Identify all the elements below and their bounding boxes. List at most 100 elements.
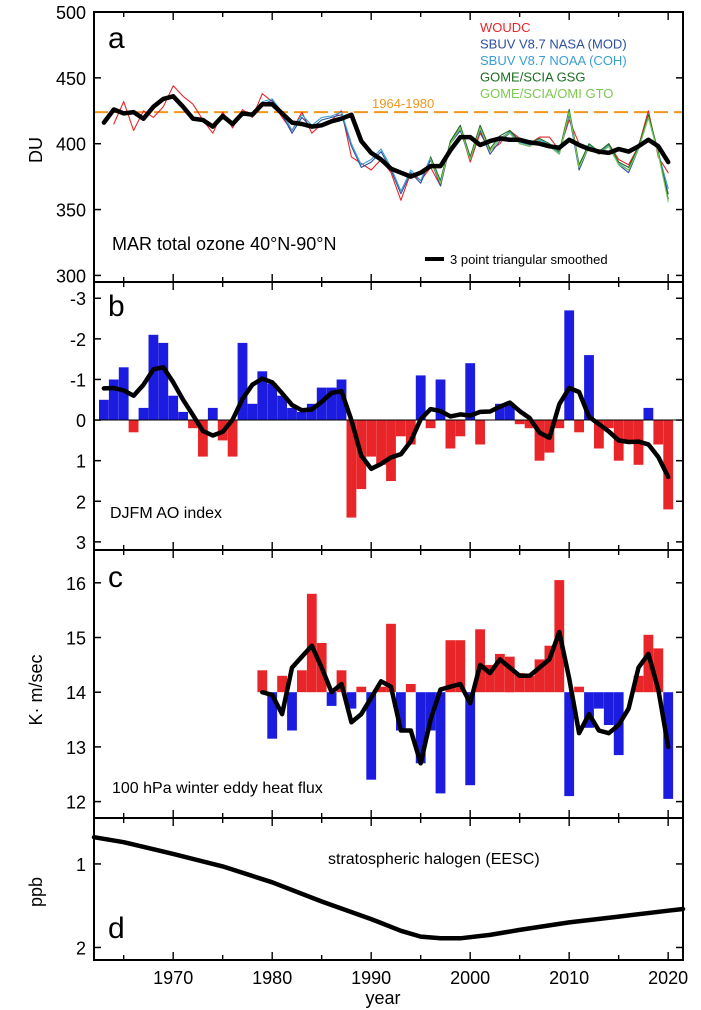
bar [188, 420, 198, 429]
bar [168, 395, 179, 421]
bar [504, 656, 515, 693]
bar [158, 342, 169, 421]
bar [405, 420, 416, 445]
panel-d-ylabel: ppb [26, 877, 46, 907]
bar [584, 692, 594, 728]
x-tick-label: 1980 [252, 968, 292, 988]
bar [514, 420, 525, 425]
x-axis-label: year [365, 988, 400, 1008]
bar [584, 355, 594, 421]
bar [425, 692, 436, 731]
bar [574, 686, 584, 693]
bar [306, 403, 317, 420]
y-tick-label-a: 300 [56, 266, 86, 286]
bar [465, 692, 476, 786]
series-line [430, 108, 669, 200]
y-tick-label-c: 12 [66, 793, 86, 813]
bar [455, 420, 466, 437]
bar [366, 420, 377, 457]
panel-a-smooth-legend-label: 3 point triangular smoothed [450, 252, 608, 267]
bar [415, 692, 426, 764]
panel-a-ylabel: DU [26, 137, 46, 163]
bar [287, 407, 297, 421]
bar [297, 411, 307, 420]
bar [336, 379, 347, 421]
y-tick-label-c: 16 [66, 574, 86, 594]
bar [257, 670, 268, 693]
bar [396, 420, 406, 437]
bar [287, 692, 297, 731]
panel-c-letter: c [108, 561, 123, 594]
bar [207, 407, 218, 421]
y-tick-label-b: 2 [76, 492, 86, 512]
y-tick-label-c: 14 [66, 683, 86, 703]
y-tick-label-b: 0 [76, 411, 86, 431]
panel-d-letter: d [108, 912, 125, 945]
bar [445, 640, 456, 693]
bar [326, 692, 337, 706]
bar [237, 342, 248, 421]
bar [247, 403, 258, 420]
bar [376, 686, 386, 693]
y-tick-label-a: 450 [56, 69, 86, 89]
bar [643, 407, 654, 421]
bar [633, 675, 644, 693]
y-tick-label-a: 400 [56, 135, 86, 155]
legend-entry: SBUV V8.7 NASA (MOD) [480, 37, 627, 52]
bar [346, 420, 357, 518]
bar [594, 420, 604, 449]
bar [277, 675, 287, 693]
bar [564, 692, 575, 797]
panel-d-title: stratospheric halogen (EESC) [328, 851, 540, 868]
bar [108, 379, 119, 421]
bar [257, 371, 268, 420]
panel-a-title: MAR total ozone 40°N-90°N [112, 234, 337, 254]
bar [376, 420, 386, 465]
bar [475, 629, 485, 693]
bar [475, 420, 485, 445]
bar [544, 645, 555, 693]
bar [138, 407, 149, 421]
bar [495, 403, 505, 420]
bar [306, 593, 317, 693]
bar [425, 420, 436, 429]
x-tick-label: 2010 [549, 968, 589, 988]
x-tick-label: 1970 [153, 968, 193, 988]
panel-a-reference-label: 1964-1980 [372, 96, 434, 111]
panel-c-title: 100 hPa winter eddy heat flux [112, 780, 323, 797]
panel-frame [93, 817, 684, 961]
bar [118, 367, 129, 421]
bar [603, 420, 614, 429]
bar [504, 403, 515, 420]
bar [198, 420, 208, 457]
legend-entry: GOME/SCIA/OMI GTO [480, 86, 613, 101]
bar [227, 420, 238, 457]
y-tick-label-a: 350 [56, 201, 86, 221]
y-tick-label-b: 3 [76, 533, 86, 553]
bar [396, 692, 406, 731]
bar [514, 673, 525, 693]
y-tick-label-b: -2 [70, 330, 86, 350]
x-tick-label: 1990 [351, 968, 391, 988]
bar [653, 648, 664, 693]
legend-entry: WOUDC [480, 20, 531, 35]
bar [297, 670, 307, 693]
x-tick-label: 2020 [648, 968, 688, 988]
bar [415, 375, 426, 421]
plot-area: 300350400450500-3-2-10123121314151612197… [56, 3, 688, 988]
bar [326, 387, 337, 421]
static-text: a MAR total ozone 40°N-90°N DU 1964-1980… [26, 22, 608, 1008]
bar [643, 634, 654, 693]
bar [386, 420, 396, 481]
y-tick-label-d: 1 [76, 855, 86, 875]
smoothed-series-line [101, 365, 671, 480]
bar [663, 420, 674, 510]
bar [524, 675, 535, 693]
bar [455, 640, 466, 693]
bar [445, 420, 456, 449]
bar [534, 420, 545, 461]
bar [346, 692, 357, 709]
bar [594, 692, 604, 709]
y-tick-label-a: 500 [56, 3, 86, 23]
